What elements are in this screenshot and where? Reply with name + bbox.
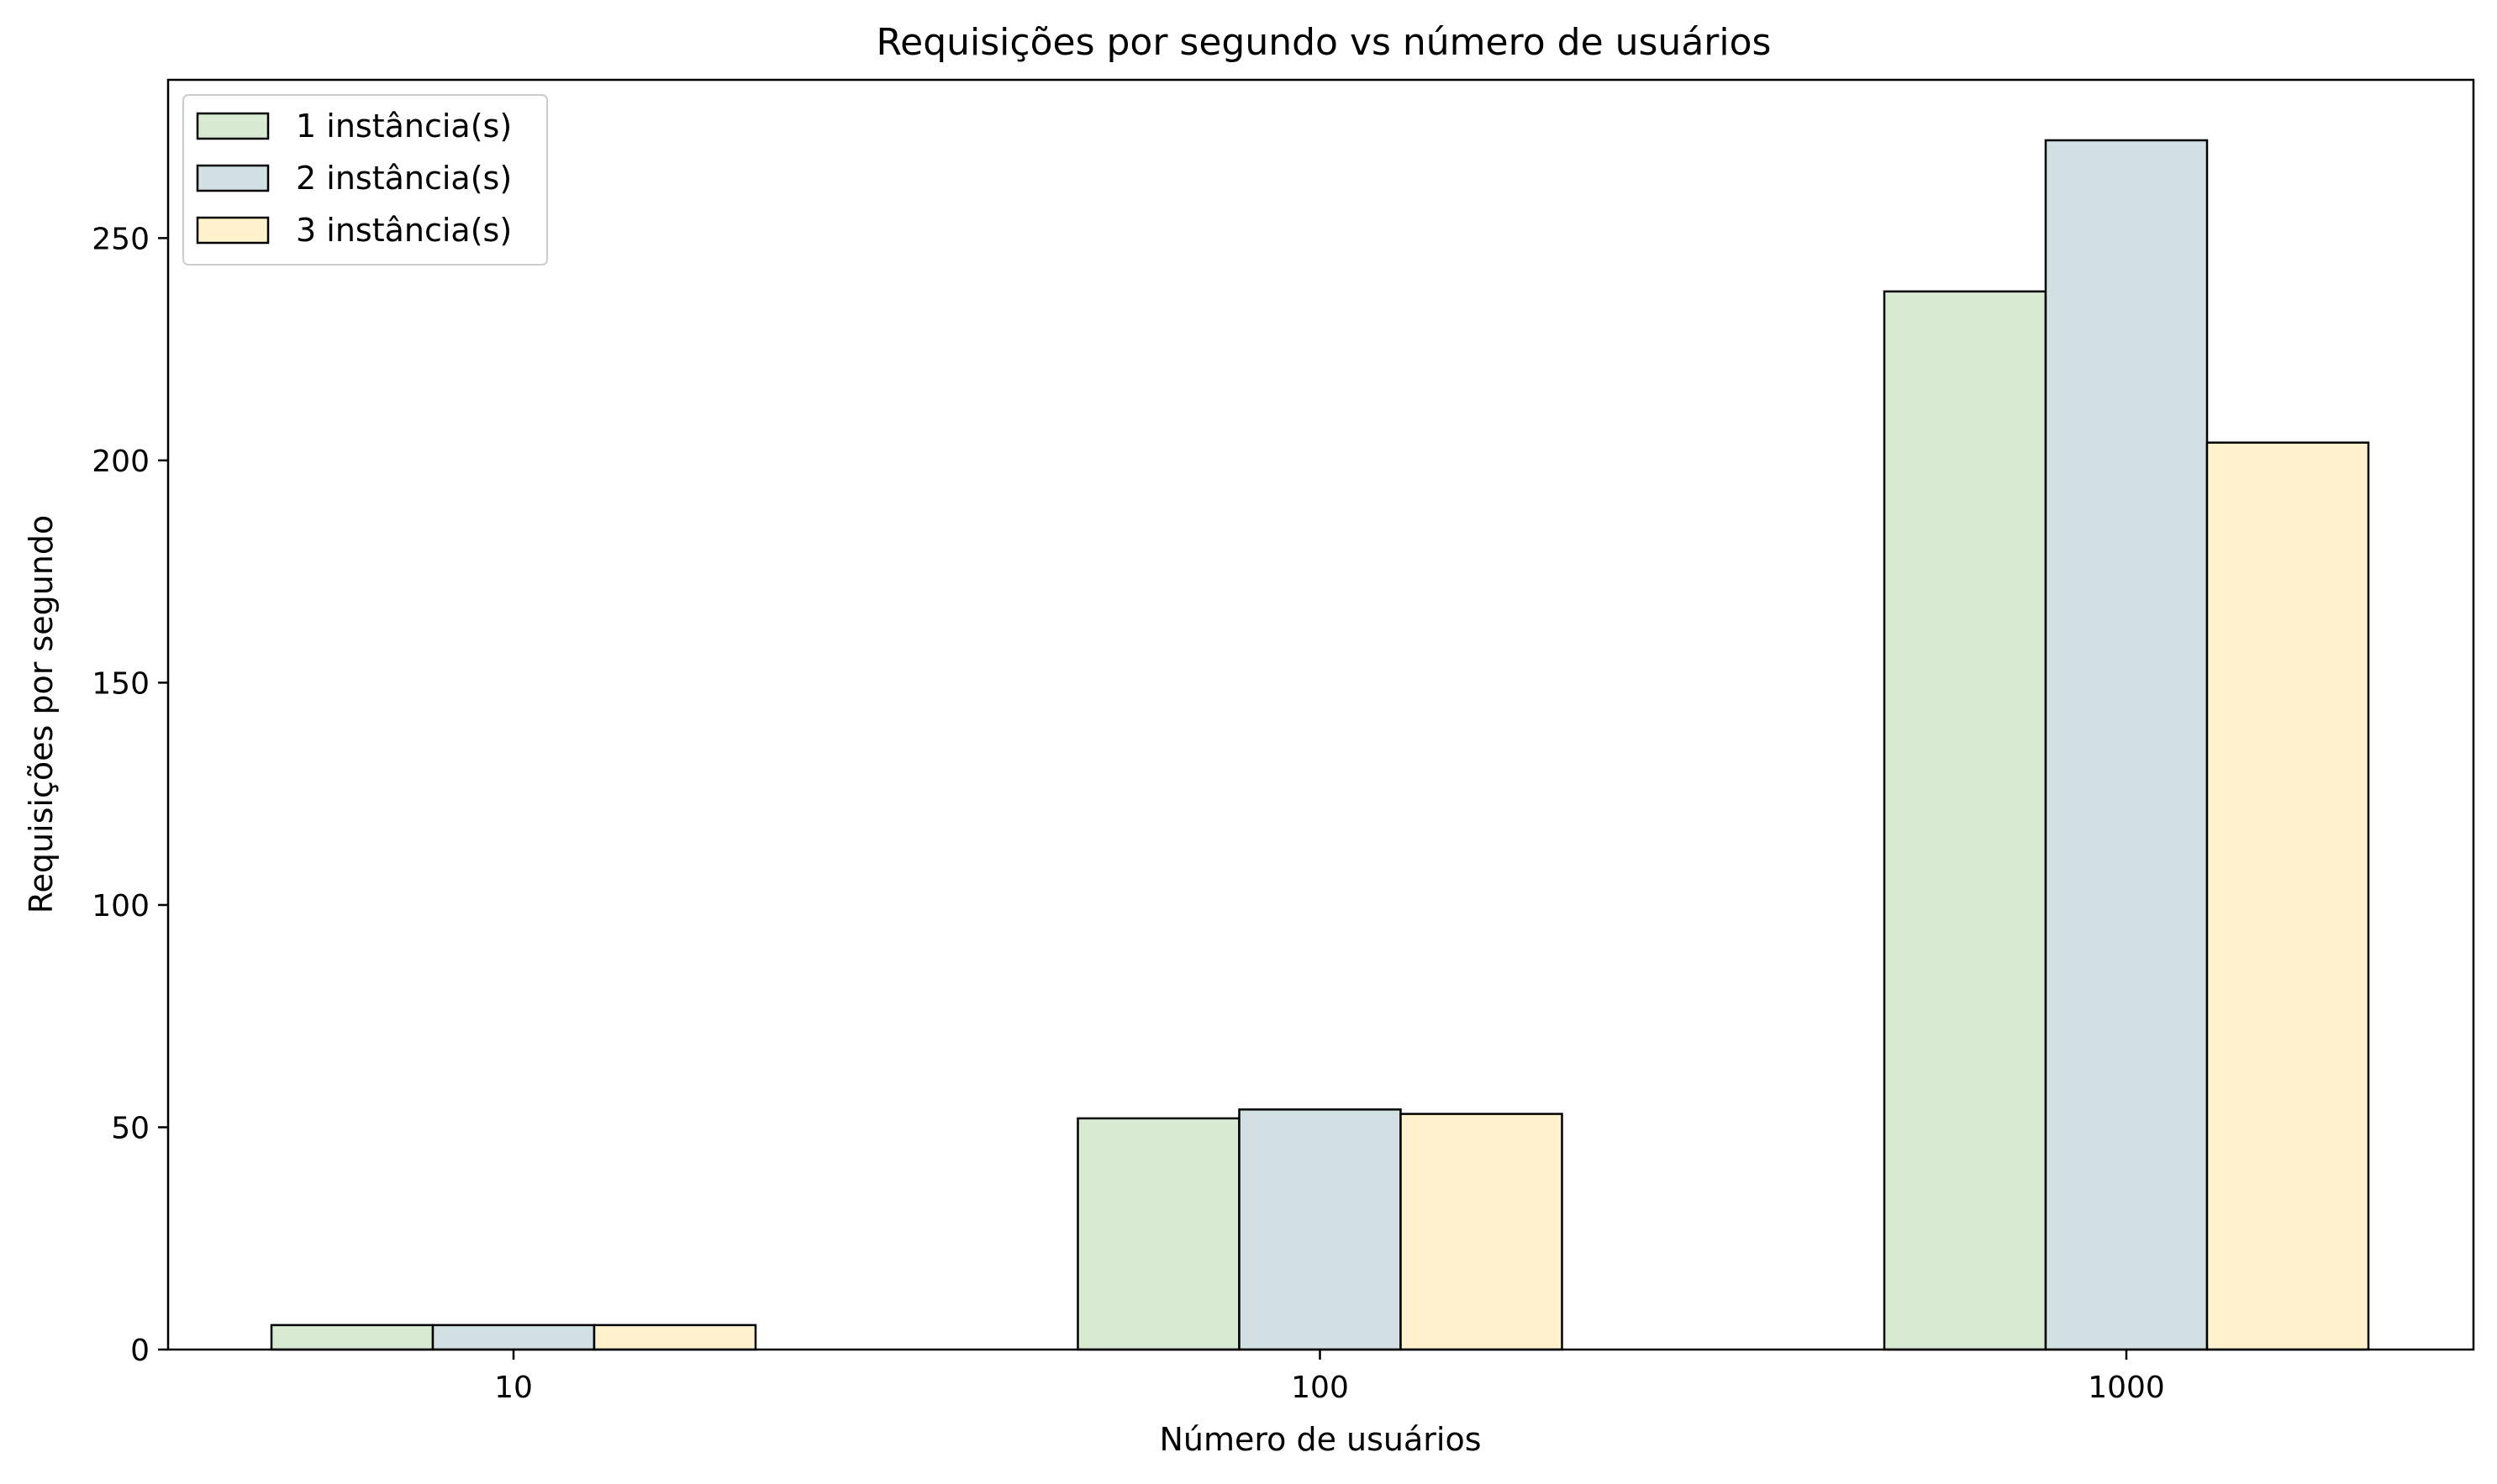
- legend-swatch-series-3: [196, 216, 270, 245]
- x-tick-label: 100: [1291, 1371, 1349, 1405]
- y-tick-label: 250: [92, 222, 150, 256]
- legend: 1 instância(s) 2 instância(s) 3 instância(…: [182, 94, 548, 266]
- bar-1000-series-1: [1883, 290, 2047, 1351]
- legend-label-series-3: 3 instância(s): [296, 212, 512, 249]
- y-tick-label: 100: [92, 889, 150, 924]
- bar-100-series-2: [1238, 1108, 1402, 1351]
- bar-100-series-1: [1077, 1117, 1241, 1351]
- y-axis-label: Requisições por segundo: [23, 515, 60, 914]
- legend-label-series-2: 2 instância(s): [296, 160, 512, 197]
- x-axis-ticks: 10 100 1000: [494, 1350, 2165, 1405]
- x-axis-label: Número de usuários: [1159, 1421, 1481, 1458]
- bar-10-series-1: [270, 1323, 435, 1351]
- legend-frame: [182, 94, 548, 266]
- y-axis-ticks: 0 50 100 150 200 250: [92, 222, 168, 1368]
- x-tick-label: 1000: [2088, 1371, 2165, 1405]
- y-tick-label: 200: [92, 445, 150, 479]
- x-tick-label: 10: [494, 1371, 533, 1405]
- plot-area-frame: [166, 78, 2475, 1351]
- legend-swatch-series-1: [196, 112, 270, 140]
- legend-swatch-series-2: [196, 164, 270, 192]
- legend-label-series-1: 1 instância(s): [296, 108, 512, 145]
- bar-10-series-3: [593, 1323, 757, 1351]
- legend-items: 1 instância(s) 2 instância(s) 3 instância(…: [196, 108, 512, 249]
- chart-title: Requisições por segundo vs número de usu…: [877, 21, 1772, 64]
- bar-10-series-2: [431, 1323, 596, 1351]
- bars-layer: [270, 139, 2370, 1351]
- bar-1000-series-3: [2205, 441, 2370, 1351]
- bar-1000-series-2: [2044, 139, 2209, 1351]
- y-tick-label: 150: [92, 666, 150, 701]
- y-tick-label: 50: [111, 1111, 150, 1145]
- y-tick-label: 0: [130, 1334, 150, 1368]
- bar-100-series-3: [1399, 1113, 1563, 1351]
